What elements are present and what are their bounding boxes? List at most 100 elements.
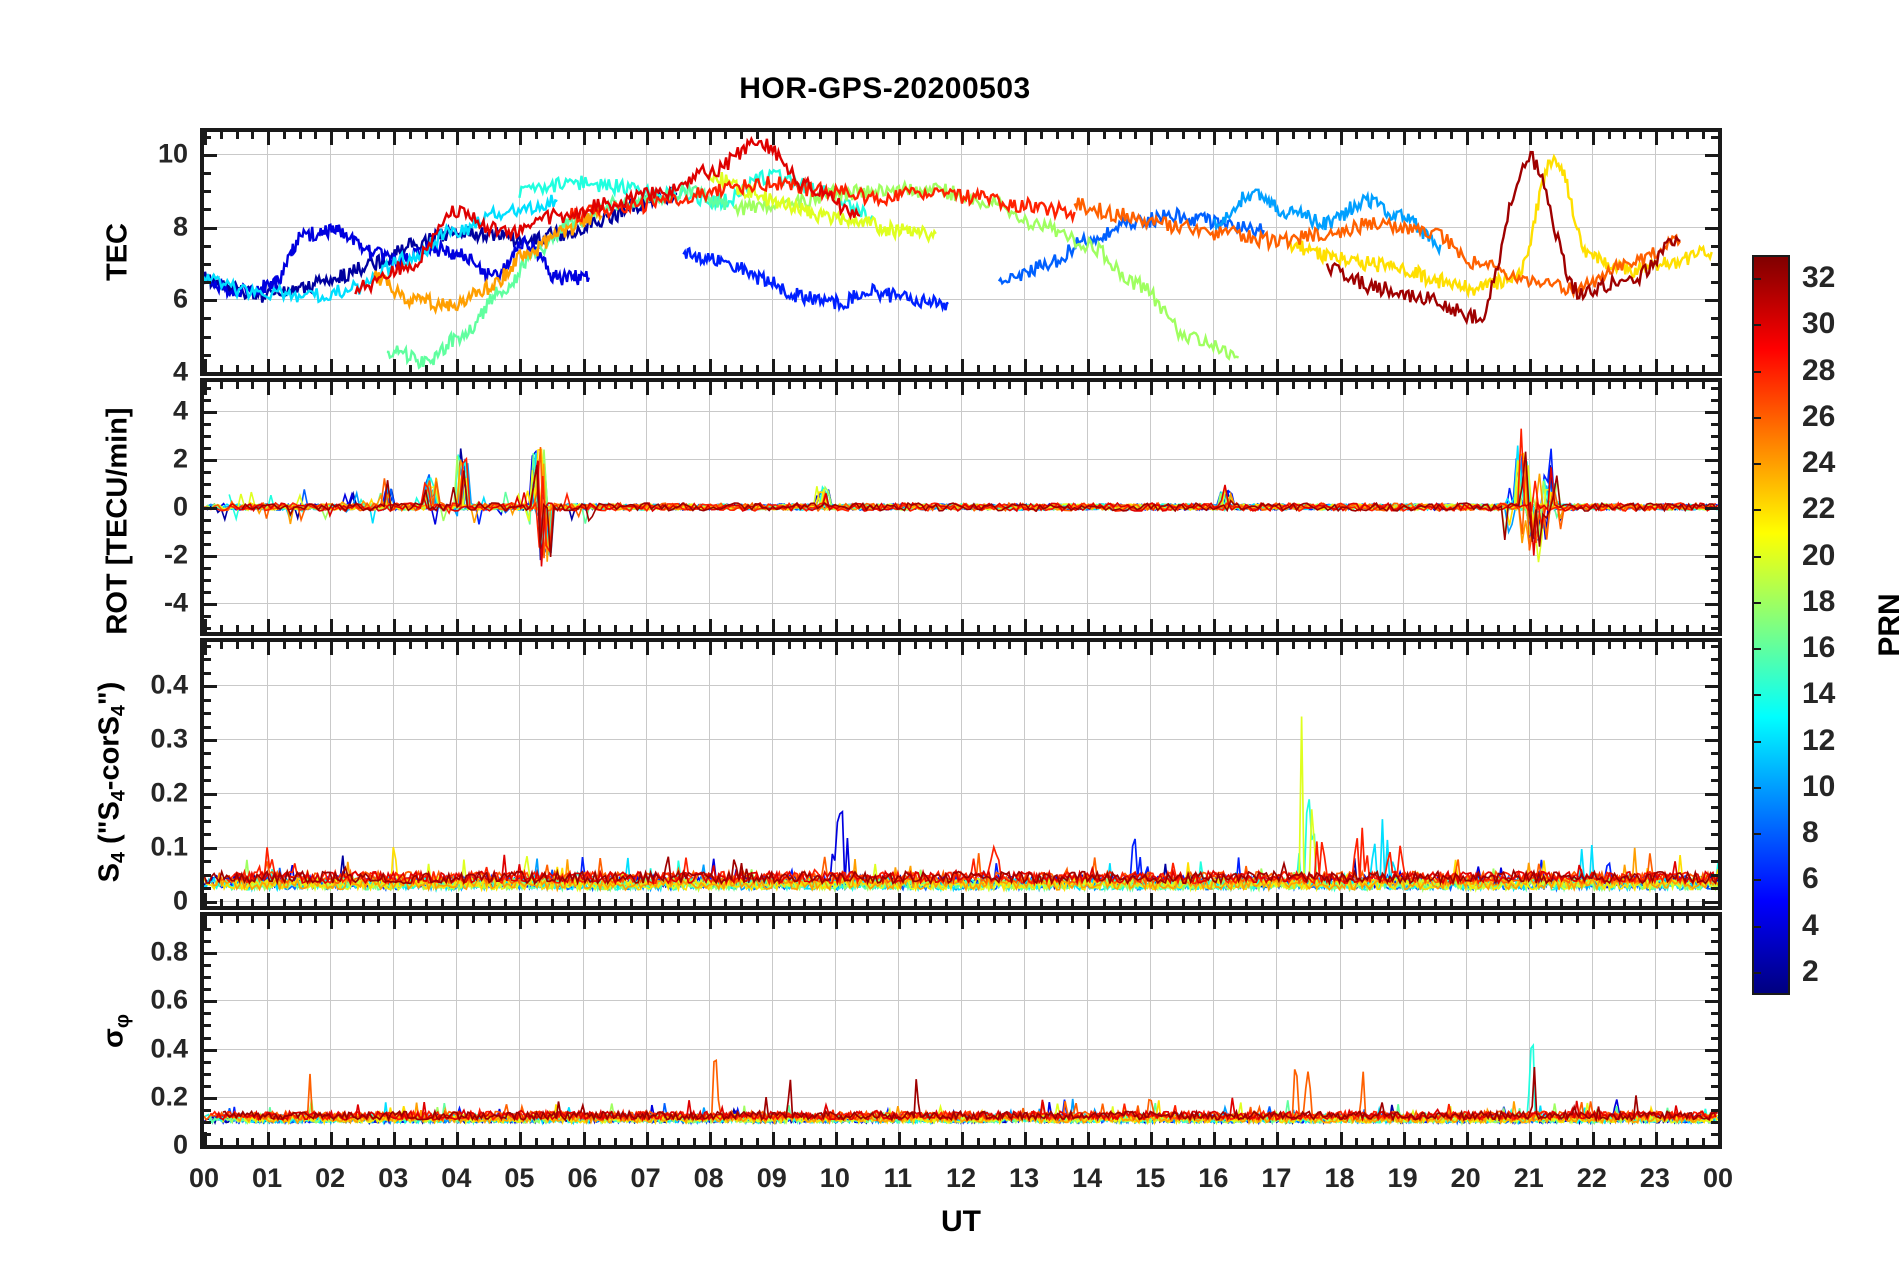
axis-tick bbox=[1711, 964, 1718, 968]
axis-tick bbox=[204, 779, 211, 783]
data-trace bbox=[228, 448, 1718, 546]
axis-tick bbox=[1528, 916, 1532, 929]
axis-tick bbox=[992, 642, 996, 649]
axis-tick bbox=[1118, 382, 1122, 389]
axis-tick bbox=[645, 893, 649, 906]
axis-tick bbox=[566, 916, 570, 923]
axis-tick bbox=[1276, 1132, 1280, 1145]
axis-tick bbox=[929, 382, 933, 389]
axis-tick bbox=[1449, 132, 1453, 139]
axis-tick bbox=[440, 382, 444, 389]
axis-tick bbox=[834, 916, 838, 929]
axis-tick bbox=[204, 752, 211, 756]
axis-tick bbox=[235, 916, 239, 923]
axis-tick bbox=[1371, 382, 1375, 389]
axis-tick bbox=[850, 642, 854, 649]
axis-tick bbox=[1323, 382, 1327, 389]
axis-tick bbox=[913, 1138, 917, 1145]
axis-tick bbox=[1591, 132, 1595, 145]
axis-tick bbox=[866, 1138, 870, 1145]
axis-tick bbox=[1134, 132, 1138, 139]
axis-tick bbox=[1024, 619, 1028, 632]
axis-tick bbox=[1623, 642, 1627, 649]
x-tick-label: 18 bbox=[1324, 1163, 1355, 1193]
axis-tick bbox=[1711, 434, 1718, 438]
axis-tick bbox=[1402, 132, 1406, 145]
axis-tick bbox=[393, 619, 397, 632]
axis-tick bbox=[566, 1138, 570, 1145]
colorbar-tick bbox=[1752, 740, 1761, 743]
x-tick-label: 13 bbox=[1009, 1163, 1040, 1193]
colorbar-tick bbox=[1752, 463, 1761, 466]
gridline-v bbox=[393, 916, 395, 1145]
axis-tick bbox=[598, 625, 602, 632]
colorbar-tick bbox=[1752, 879, 1761, 882]
data-trace bbox=[216, 428, 1717, 554]
axis-tick bbox=[1434, 642, 1438, 649]
data-layer-sigma_phi bbox=[204, 1042, 1718, 1126]
axis-tick bbox=[1292, 625, 1296, 632]
axis-tick bbox=[1323, 365, 1327, 372]
axis-tick bbox=[440, 1138, 444, 1145]
axis-tick bbox=[1229, 642, 1233, 649]
axis-tick bbox=[566, 132, 570, 139]
axis-tick bbox=[897, 619, 901, 632]
axis-tick bbox=[771, 359, 775, 372]
axis-tick bbox=[204, 615, 211, 619]
axis-tick bbox=[1213, 893, 1217, 906]
axis-tick bbox=[913, 916, 917, 923]
axis-tick bbox=[755, 132, 759, 139]
colorbar-tick bbox=[1752, 601, 1761, 604]
axis-tick bbox=[929, 1138, 933, 1145]
axis-tick bbox=[913, 899, 917, 906]
axis-tick bbox=[1686, 132, 1690, 139]
axis-tick bbox=[1418, 1138, 1422, 1145]
axis-tick bbox=[393, 382, 397, 395]
axis-tick bbox=[1402, 893, 1406, 906]
axis-tick bbox=[1213, 1132, 1217, 1145]
axis-tick bbox=[976, 382, 980, 389]
axis-tick bbox=[945, 132, 949, 139]
axis-tick bbox=[614, 916, 618, 923]
axis-tick bbox=[424, 899, 428, 906]
axis-tick bbox=[897, 1132, 901, 1145]
axis-tick bbox=[550, 1138, 554, 1145]
y-tick-label-rot: 0 bbox=[172, 491, 188, 522]
axis-tick bbox=[1134, 625, 1138, 632]
axis-tick bbox=[1071, 132, 1075, 139]
y-tick-label-tec: 10 bbox=[157, 138, 188, 169]
gridline-v bbox=[1339, 642, 1341, 906]
axis-tick bbox=[361, 1138, 365, 1145]
axis-tick bbox=[582, 382, 586, 395]
axis-tick bbox=[803, 132, 807, 139]
x-tick-label: 00 bbox=[1702, 1163, 1734, 1193]
axis-tick bbox=[1339, 132, 1343, 145]
axis-tick bbox=[251, 916, 255, 923]
axis-tick bbox=[535, 642, 539, 649]
axis-tick bbox=[1654, 642, 1658, 655]
axis-tick bbox=[1497, 899, 1501, 906]
axis-tick bbox=[1639, 1138, 1643, 1145]
axis-tick bbox=[1711, 833, 1718, 837]
axis-tick bbox=[692, 625, 696, 632]
gridline-v bbox=[1339, 132, 1341, 372]
gridline-v bbox=[897, 642, 899, 906]
axis-tick bbox=[204, 976, 211, 980]
axis-tick bbox=[1449, 899, 1453, 906]
axis-tick bbox=[1654, 382, 1658, 395]
axis-tick bbox=[913, 642, 917, 649]
axis-tick bbox=[1654, 916, 1658, 929]
axis-tick bbox=[1181, 916, 1185, 923]
axis-tick bbox=[1705, 410, 1718, 414]
axis-tick bbox=[1055, 382, 1059, 389]
axis-tick bbox=[1512, 625, 1516, 632]
axis-tick bbox=[708, 893, 712, 906]
axis-tick bbox=[1434, 382, 1438, 389]
axis-tick bbox=[1576, 916, 1580, 923]
axis-tick bbox=[1260, 899, 1264, 906]
colorbar-tick bbox=[1752, 971, 1761, 974]
axis-tick bbox=[740, 365, 744, 372]
axis-tick bbox=[771, 382, 775, 395]
gridline-v bbox=[1276, 916, 1278, 1145]
axis-tick bbox=[1276, 893, 1280, 906]
